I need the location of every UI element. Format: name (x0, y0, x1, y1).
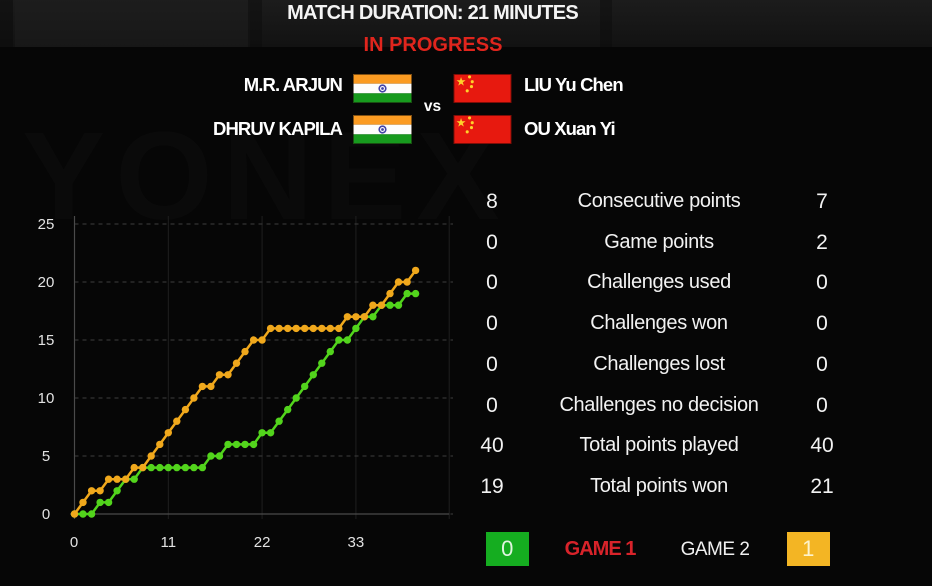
svg-text:20: 20 (38, 274, 55, 291)
svg-text:15: 15 (38, 332, 55, 349)
svg-text:33: 33 (348, 534, 365, 551)
svg-text:22: 22 (254, 534, 271, 551)
svg-text:5: 5 (42, 448, 50, 465)
svg-text:0: 0 (70, 534, 78, 551)
svg-text:11: 11 (161, 534, 177, 551)
svg-text:10: 10 (38, 390, 55, 407)
svg-text:0: 0 (42, 506, 50, 523)
svg-text:25: 25 (38, 216, 55, 233)
